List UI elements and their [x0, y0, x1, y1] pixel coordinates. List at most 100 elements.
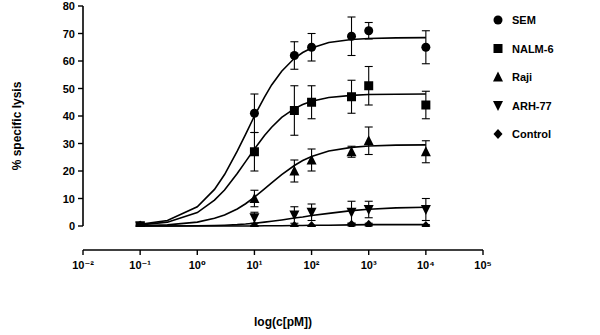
legend-marker — [493, 72, 503, 82]
data-point — [347, 208, 357, 218]
legend-label: SEM — [512, 14, 536, 26]
data-point — [347, 92, 356, 101]
legend-marker — [494, 44, 503, 53]
data-point — [249, 193, 259, 203]
y-tick — [78, 143, 83, 144]
x-tick — [368, 250, 369, 255]
data-point — [347, 32, 356, 41]
data-point — [307, 221, 316, 227]
y-tick — [78, 198, 83, 199]
y-tick-label: 70 — [63, 28, 75, 40]
data-point — [307, 98, 316, 107]
error-bar — [308, 86, 316, 119]
error-bar — [250, 190, 258, 207]
error-bar — [422, 91, 430, 119]
y-tick — [78, 88, 83, 89]
error-bar — [365, 127, 373, 155]
data-point — [364, 135, 374, 145]
y-tick-label: 60 — [63, 55, 75, 67]
fit-curve — [140, 145, 426, 226]
y-tick-label: 50 — [63, 83, 75, 95]
y-tick-label: 40 — [63, 110, 75, 122]
data-point — [421, 146, 431, 156]
x-tick — [139, 250, 140, 255]
x-tick-label: 10⁻¹ — [129, 259, 151, 271]
x-tick-label: 10¹ — [246, 259, 262, 271]
data-point — [290, 221, 299, 227]
data-point — [250, 147, 259, 156]
error-bar — [250, 94, 258, 133]
x-tick-label: 10⁴ — [417, 259, 435, 271]
y-tick-label: 80 — [63, 0, 75, 12]
error-bar — [250, 133, 258, 172]
legend-label: Raji — [512, 71, 532, 83]
x-tick — [425, 250, 426, 255]
y-tick — [78, 225, 83, 226]
data-point — [136, 222, 145, 228]
y-tick-label: 20 — [63, 165, 75, 177]
y-tick — [78, 5, 83, 6]
legend: SEM NALM-6 Raji ARH-77 Control — [493, 14, 554, 140]
data-point — [250, 109, 259, 118]
legend-label: NALM-6 — [512, 43, 554, 55]
x-tick-label: 10⁵ — [474, 259, 491, 271]
data-point — [307, 208, 317, 218]
error-bar — [348, 80, 356, 113]
data-point — [136, 221, 145, 227]
data-point — [364, 26, 373, 35]
legend-marker — [494, 16, 503, 25]
y-axis-title: % specific lysis — [10, 81, 24, 170]
legend-label: ARH-77 — [512, 100, 552, 112]
error-bar — [290, 42, 298, 70]
x-axis-title: log(c[pM]) — [254, 315, 312, 329]
data-point — [135, 222, 145, 228]
legend-label: Control — [512, 128, 551, 140]
chart: 0102030405060708010⁻²10⁻¹10⁰10¹10²10³10⁴… — [0, 0, 600, 335]
error-bar — [308, 204, 316, 221]
x-tick — [482, 250, 483, 255]
x-tick — [197, 250, 198, 255]
data-point — [290, 51, 299, 60]
error-bar — [290, 86, 298, 136]
legend-marker — [493, 101, 503, 111]
data-point — [307, 155, 317, 165]
data-point — [347, 220, 356, 227]
error-bar — [365, 201, 373, 218]
error-bar — [290, 207, 298, 224]
data-point — [307, 43, 316, 52]
data-point — [364, 81, 373, 90]
y-tick-label: 10 — [63, 193, 75, 205]
x-tick — [82, 250, 83, 255]
data-point — [347, 146, 357, 156]
x-tick — [254, 250, 255, 255]
x-tick-label: 10⁰ — [189, 259, 206, 271]
error-bar — [348, 146, 356, 157]
error-bar — [365, 23, 373, 40]
data-point — [364, 205, 374, 215]
error-bar — [422, 199, 430, 221]
data-point — [250, 221, 259, 227]
y-tick — [78, 33, 83, 34]
x-tick-label: 10⁻² — [72, 259, 94, 271]
fit-curve — [140, 225, 426, 226]
plot-area — [135, 17, 431, 227]
x-tick-label: 10³ — [361, 259, 377, 271]
y-tick — [78, 115, 83, 116]
error-bar — [290, 160, 298, 182]
x-axis — [83, 249, 483, 251]
y-tick-label: 30 — [63, 138, 75, 150]
fit-curve — [140, 94, 426, 225]
error-bar — [348, 17, 356, 56]
error-bar — [308, 149, 316, 171]
y-tick-label: 0 — [69, 220, 75, 232]
fit-curve — [140, 38, 426, 225]
data-point — [421, 205, 431, 215]
fit-curve — [140, 207, 426, 226]
data-point — [135, 221, 145, 228]
error-bar — [365, 67, 373, 106]
legend-marker — [494, 129, 503, 139]
y-tick — [78, 170, 83, 171]
error-bar — [308, 34, 316, 62]
data-point — [364, 220, 373, 227]
data-point — [289, 166, 299, 176]
